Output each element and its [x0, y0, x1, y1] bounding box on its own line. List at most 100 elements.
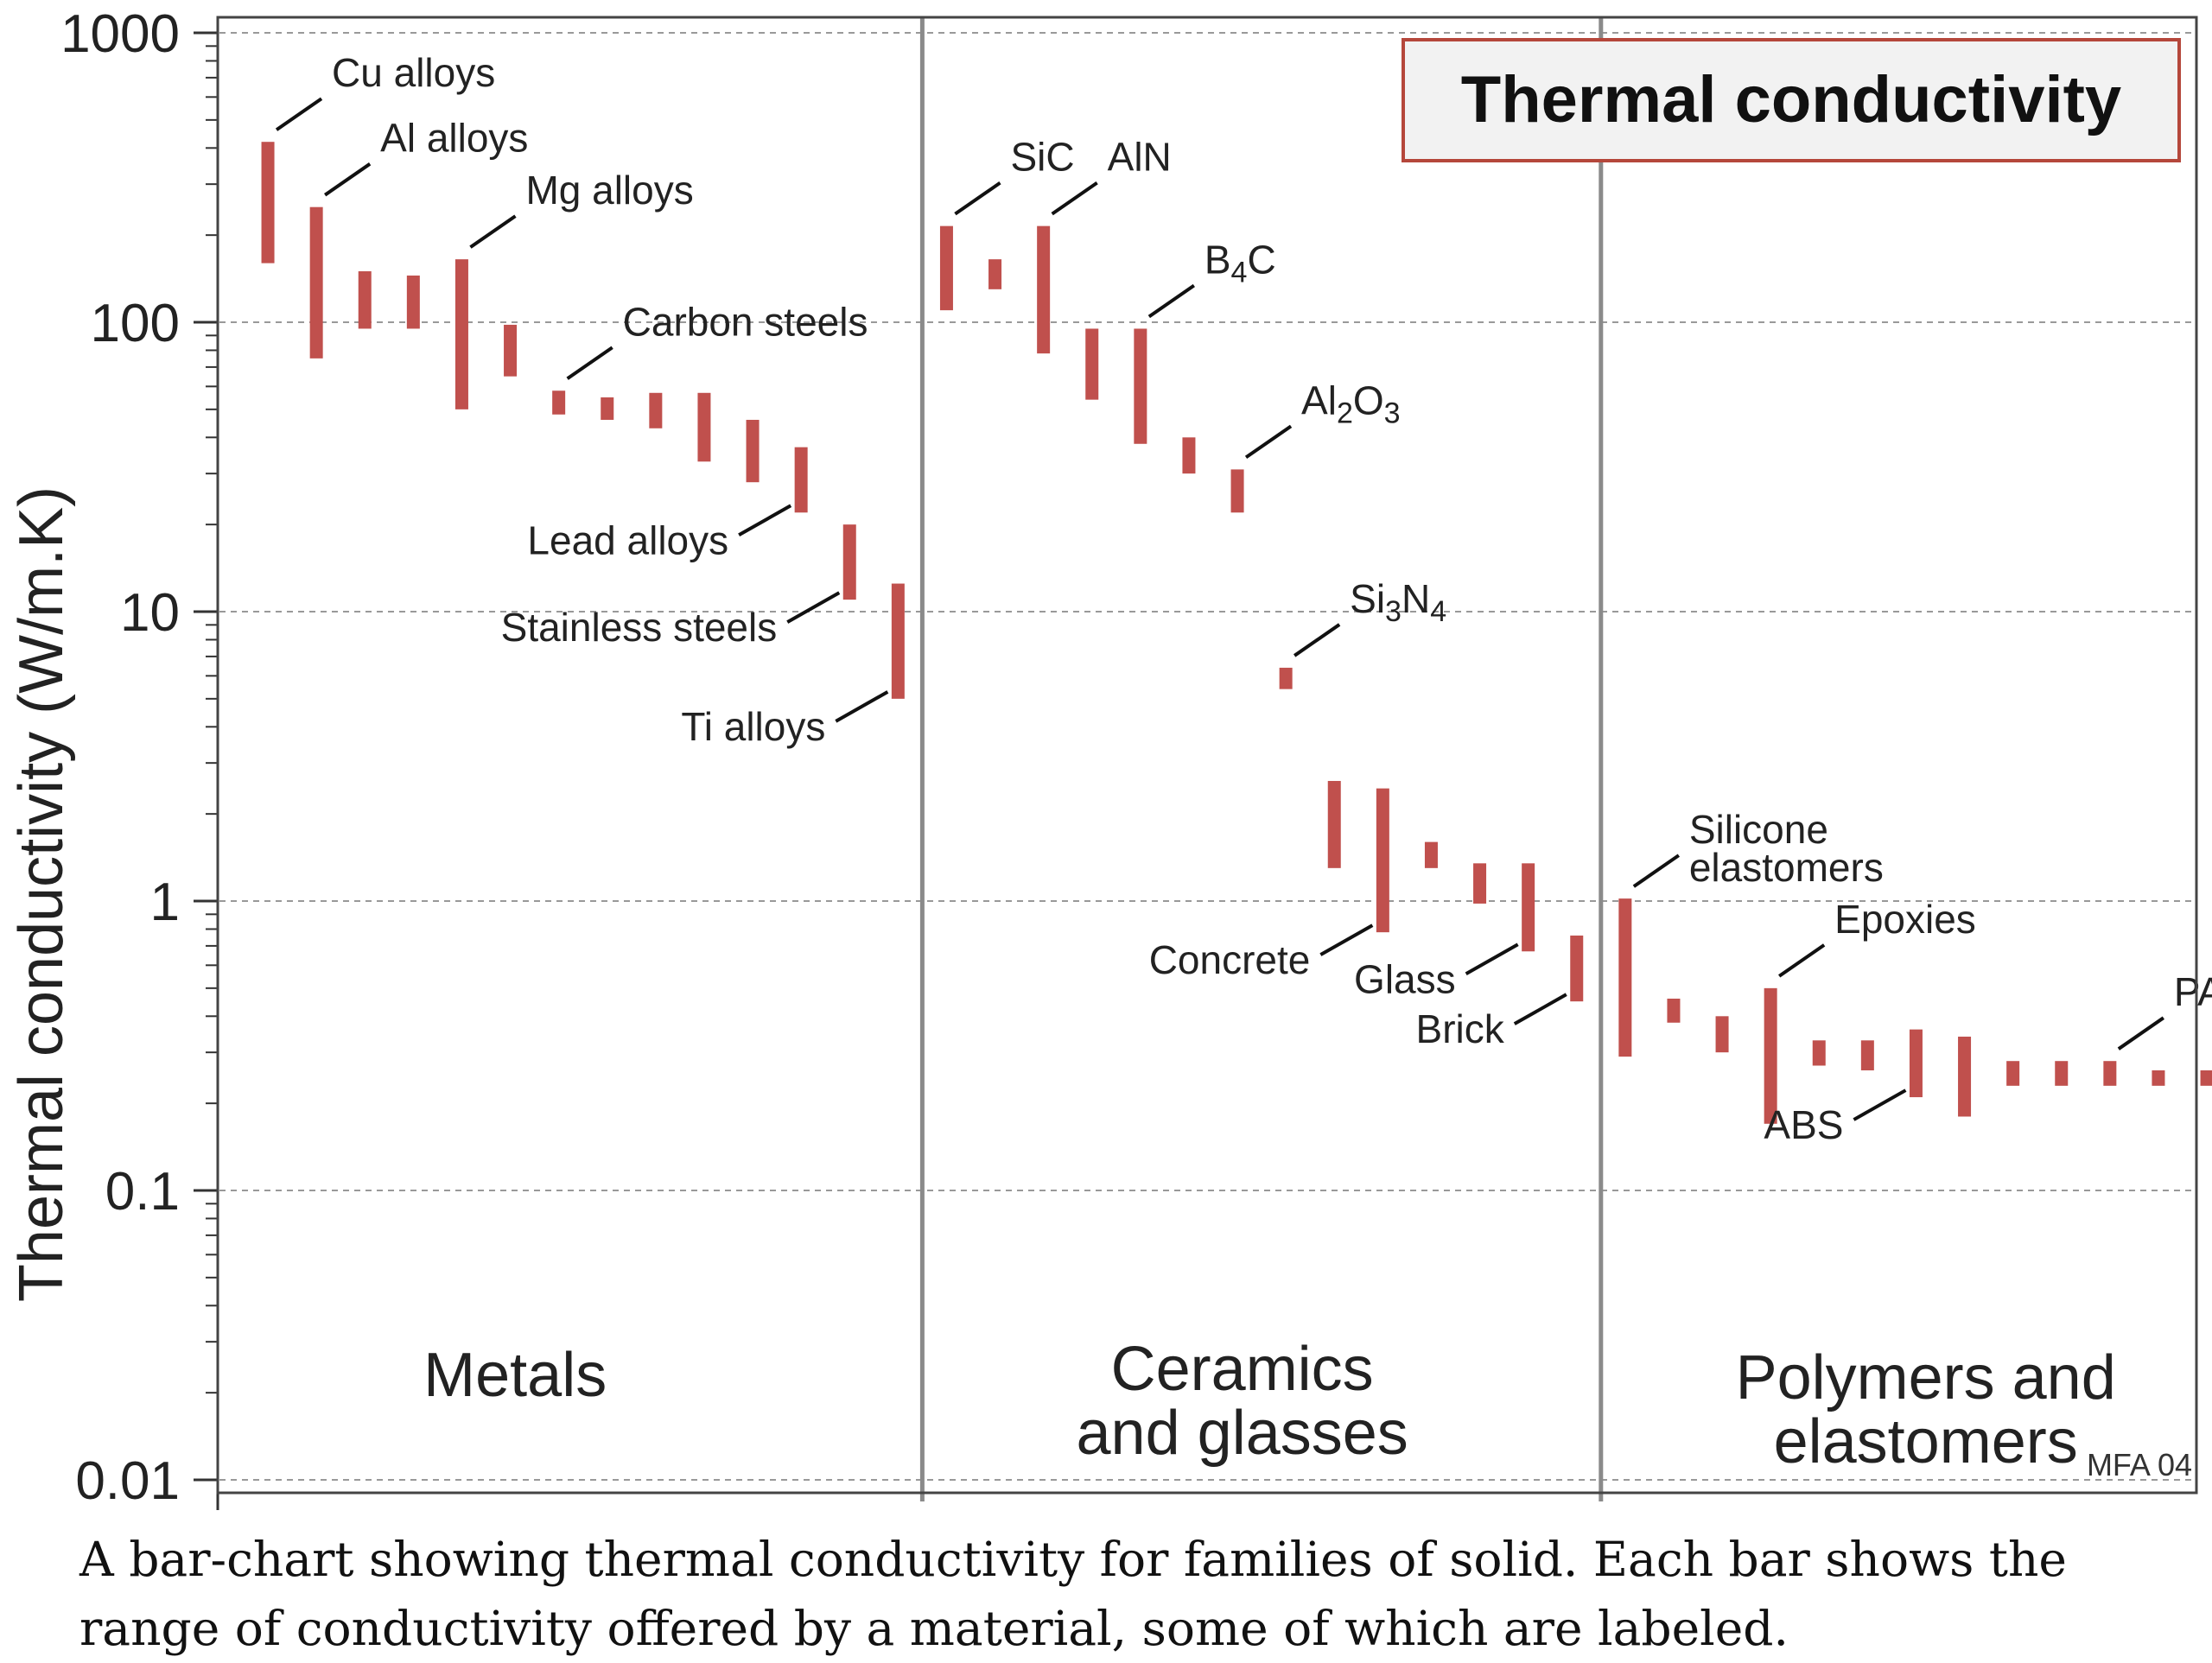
annotation-label: Brick: [1416, 1006, 1505, 1051]
annotation-label: Carbon steels: [623, 299, 868, 344]
leader-line: [1465, 943, 1519, 976]
plot-frame: [216, 16, 2198, 1495]
annotation-label: SiC: [1010, 135, 1074, 180]
annotation-si3n4: Si3N4: [1294, 576, 1446, 657]
annotation-label-line2: elastomers: [1689, 845, 1884, 890]
bar-aln: [1037, 225, 1051, 354]
bar: [2055, 1061, 2069, 1086]
leader-line: [469, 214, 517, 249]
bar-concrete: [1376, 788, 1389, 933]
bar: [1327, 780, 1341, 868]
y-tick-label: 10: [120, 583, 180, 643]
annotation-label: Lead alloys: [527, 517, 728, 562]
annotation-carbon-steels: Carbon steels: [566, 299, 868, 380]
thermal-conductivity-chart: Cu alloys Al alloys Mg alloys Carbon steels…: [7, 4, 2212, 1511]
bar-silicone-elastomers: [1618, 898, 1632, 1057]
leader-line: [275, 97, 323, 131]
y-axis: 1000 100 10 1 0.1 0.01: [60, 4, 219, 1511]
watermark: MFA 04: [2087, 1447, 2192, 1482]
annotation-label: ABS: [1764, 1102, 1843, 1147]
bar-abs: [1909, 1029, 1923, 1098]
annotation-label: Cu alloys: [332, 50, 495, 95]
leader-line: [1853, 1089, 1907, 1121]
leader-line: [1244, 424, 1293, 460]
bar: [504, 324, 518, 377]
annotation-al2o3: Al2O3: [1244, 378, 1401, 460]
leader-line: [738, 504, 792, 537]
annotation-label: Glass: [1354, 956, 1456, 1001]
annotation-label: Ti alloys: [681, 704, 825, 749]
annotation-label: Concrete: [1149, 937, 1311, 982]
annotation-glass: Glass: [1354, 943, 1519, 1001]
bar: [1715, 1016, 1729, 1053]
bar-si3n4: [1279, 667, 1293, 689]
annotation-label: Stainless steels: [501, 605, 778, 650]
bar-epoxies: [1764, 987, 1777, 1124]
family-label-line2: and glasses: [1077, 1399, 1408, 1468]
title-box: Thermal conductivity: [1402, 38, 2181, 162]
bar-lead-alloys: [794, 447, 808, 513]
leader-line: [835, 690, 889, 723]
annotation-stainless-steels: Stainless steels: [501, 591, 841, 650]
annotation-label: PA: [2174, 969, 2212, 1014]
leader-line: [786, 591, 841, 624]
bar-brick: [1570, 935, 1584, 1002]
annotation-brick: Brick: [1416, 993, 1567, 1051]
family-label-line1: Metals: [423, 1341, 607, 1410]
bar-mg-alloys: [454, 259, 468, 409]
bar-annotations: Cu alloys Al alloys Mg alloys Carbon steels…: [275, 50, 2212, 1147]
bar: [1812, 1040, 1826, 1066]
bar-al2o3: [1230, 469, 1244, 513]
annotation-label: B4C: [1205, 237, 1276, 289]
annotation-label: Mg alloys: [525, 168, 693, 213]
annotation-label: Silicone: [1689, 807, 1828, 852]
leader-line: [1147, 283, 1195, 319]
bar: [2152, 1070, 2165, 1086]
leader-line: [954, 181, 1001, 216]
bar-glass: [1522, 863, 1535, 952]
family-label-line1: Ceramics: [1111, 1335, 1374, 1404]
annotation-mg-alloys: Mg alloys: [469, 168, 694, 249]
annotation-ti-alloys: Ti alloys: [681, 690, 889, 749]
leader-line: [1051, 181, 1098, 216]
bar: [1958, 1036, 1972, 1117]
bar-stainless-steels: [842, 524, 856, 600]
bar: [406, 275, 420, 329]
family-label-line2: elastomers: [1774, 1407, 2078, 1476]
bar-sic: [939, 225, 953, 311]
bar-ti-alloys: [891, 583, 905, 699]
annotation-label: Epoxies: [1834, 897, 1976, 942]
annotation-al-alloys: Al alloys: [324, 116, 528, 197]
bar: [601, 397, 614, 420]
y-tick-label: 100: [91, 294, 180, 353]
annotation-label: AlN: [1108, 135, 1172, 180]
bar: [1182, 437, 1196, 474]
bar: [649, 392, 663, 428]
bar-b4c: [1134, 328, 1147, 444]
bar: [988, 259, 1002, 289]
annotation-label: Al alloys: [380, 116, 528, 161]
y-tick-label: 0.01: [75, 1451, 180, 1511]
bar: [358, 271, 372, 329]
bar-carbon-steels: [552, 390, 566, 415]
bar: [2200, 1070, 2212, 1086]
bar: [746, 419, 760, 483]
chart-title: Thermal conductivity: [1461, 63, 2121, 136]
bar-al-alloys: [309, 206, 323, 359]
annotation-concrete: Concrete: [1149, 924, 1374, 982]
annotation-aln: AlN: [1051, 135, 1172, 216]
annotation-b4c: B4C: [1147, 237, 1276, 319]
leader-line: [2117, 1016, 2164, 1050]
bar: [2006, 1061, 2020, 1086]
bar: [1085, 328, 1099, 400]
annotation-label: Si3N4: [1350, 576, 1446, 628]
family-label: Metals: [423, 1341, 607, 1410]
grid-lines: [219, 32, 2195, 1481]
annotation-label: Al2O3: [1301, 378, 1401, 429]
annotation-pa: PA: [2117, 969, 2212, 1050]
y-tick-label: 1000: [60, 4, 180, 64]
family-label-line1: Polymers and: [1736, 1343, 2116, 1412]
